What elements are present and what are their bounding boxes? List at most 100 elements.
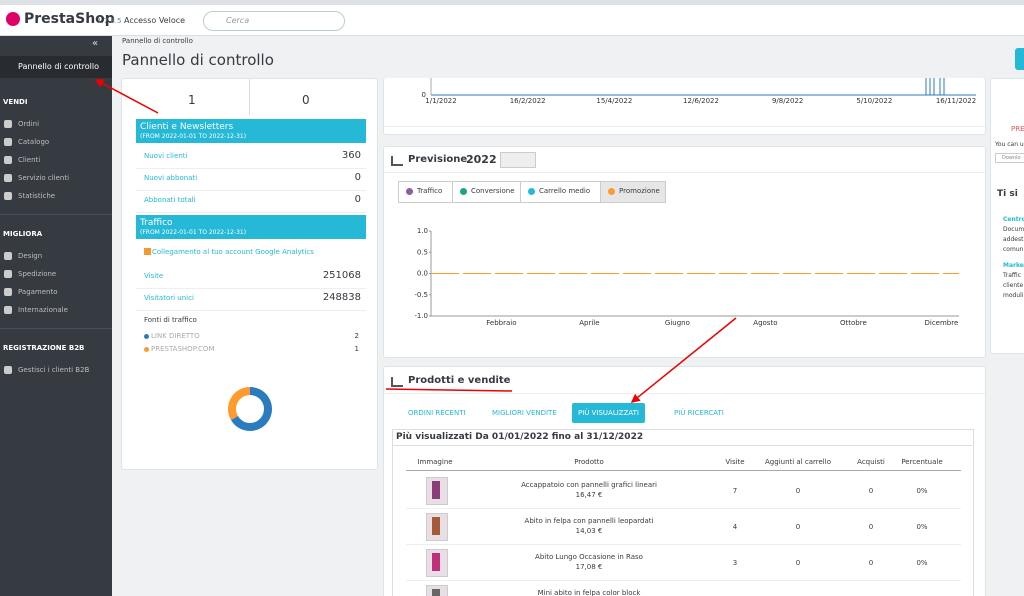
section-header (136, 119, 366, 143)
text: moduli (1003, 292, 1024, 299)
menu-item[interactable]: Ordini (18, 120, 40, 128)
separator (0, 214, 112, 215)
x-tick-label: 12/6/2022 (683, 97, 719, 105)
download-button[interactable]: Downlo (995, 153, 1024, 163)
menu-item[interactable]: Internazionale (18, 306, 68, 314)
quick-access[interactable]: Accesso Veloce (124, 16, 186, 25)
menu-label: Pannello di controllo (18, 62, 100, 71)
source-dot (144, 334, 149, 339)
forecast-tab[interactable]: Traffico (398, 181, 454, 203)
search-placeholder: Cerca (226, 16, 250, 25)
sources-title: Fonti di traffico (144, 316, 197, 324)
panel-footer (384, 126, 985, 135)
menu-icon (4, 156, 12, 164)
cell: 0 (795, 487, 801, 495)
logo[interactable]: PrestaShop (24, 11, 115, 27)
text: addest (1003, 236, 1024, 243)
panel-title: Prodotti e vendite (408, 375, 511, 386)
y-tick-label: 0 (422, 91, 426, 99)
x-tick-label: Giugno (665, 319, 690, 327)
text: Marke (1003, 262, 1024, 269)
section-subtitle: (FROM 2022-01-01 TO 2022-12-31) (140, 133, 247, 140)
forecast-panel: Previsione 2022 Traffico Conversione Carrell… (383, 146, 986, 358)
search-box[interactable]: Cerca (203, 11, 345, 31)
menu-icon (4, 120, 12, 128)
row-border (136, 168, 366, 169)
menu-item[interactable]: Servizio clienti (18, 174, 70, 182)
menu-item[interactable]: Gestisci i clienti B2B (18, 366, 90, 374)
tab-dot (406, 188, 413, 195)
source-name: LINK DIRETTO (151, 332, 200, 340)
text: comun (1003, 246, 1024, 253)
collapse[interactable]: « (92, 38, 99, 49)
menu-item[interactable]: Design (18, 252, 43, 260)
row-label[interactable]: Nuovi abbonati (144, 174, 198, 182)
tab-dot (608, 188, 615, 195)
sales-chart: 01/1/2022 16/2/2022 15/4/2022 12/6/2022 9/8/… (422, 78, 976, 105)
menu-item[interactable]: Catalogo (18, 138, 50, 146)
row-value: 0 (354, 172, 361, 183)
header: PrestaShop 1.7.8.5 Accesso Veloce Cerca (0, 5, 1024, 36)
tab-label: PIÙ RICERCATI (674, 409, 724, 417)
y-tick-label: 1.0 (417, 227, 428, 235)
x-tick-label: 5/10/2022 (856, 97, 892, 105)
row-label[interactable]: Nuovi clienti (144, 152, 188, 160)
forecast-tab[interactable]: Conversione (452, 181, 522, 203)
thumbnail-figure (432, 517, 440, 535)
x-tick-label: 1/1/2022 (425, 97, 456, 105)
row-label[interactable]: Visite (144, 272, 164, 280)
product-name: Abito in felpa con pannelli leopardati (524, 517, 654, 525)
menu-icon (4, 288, 12, 296)
tab-label: ORDINI RECENTI (408, 409, 466, 417)
row-border (136, 190, 366, 191)
chart-icon (391, 377, 403, 387)
product-tab[interactable]: PIÙ VISUALIZZATI (572, 403, 645, 423)
row-value: 360 (341, 150, 361, 161)
x-tick-label: Agosto (753, 319, 777, 327)
tab-label: PIÙ VISUALIZZATI (578, 409, 639, 417)
ga-link[interactable]: Collegamento al tuo account Google Analy… (152, 248, 314, 256)
row-label[interactable]: Abbonati totali (144, 196, 196, 204)
products-panel: Prodotti e vendite ORDINI RECENTI MIGLIORI… (383, 366, 986, 596)
row-label[interactable]: Visitatori unici (144, 294, 194, 302)
column-header: Visite (725, 458, 745, 466)
right-panel: PRE You can u Downlo Ti si Centro Docum addest… (990, 78, 1024, 354)
product-tab[interactable]: ORDINI RECENTI (402, 403, 472, 423)
text: You can u (995, 141, 1024, 148)
cell: 0% (916, 523, 928, 531)
breadcrumb: Pannello di controllo (122, 37, 193, 45)
menu-item[interactable]: Statistiche (18, 192, 56, 200)
y-tick-label: 0.0 (417, 270, 428, 278)
nav-buttons[interactable] (500, 152, 536, 168)
thumbnail-figure (432, 481, 440, 499)
thumbnail-figure (432, 553, 440, 571)
menu-icon (4, 252, 12, 260)
menu-icon (4, 138, 12, 146)
text: cliente (1003, 282, 1024, 289)
column-header: Immagine (417, 458, 453, 466)
section-title: MIGLIORA (3, 230, 43, 238)
forecast-tab[interactable]: Promozione (600, 181, 666, 203)
menu-icon (4, 174, 12, 182)
x-tick-label: Ottobre (840, 319, 867, 327)
sidebar: « Pannello di controllo VENDI Ordini Catal… (0, 36, 112, 596)
active-item[interactable]: Pannello di controllo (0, 56, 112, 78)
source-value: 1 (354, 345, 359, 353)
cell: 0 (868, 559, 874, 567)
divider (249, 79, 250, 115)
y-tick-label: -1.0 (414, 312, 428, 320)
product-tab[interactable]: PIÙ RICERCATI (668, 403, 730, 423)
forecast-tab[interactable]: Carrello medio (520, 181, 602, 203)
section-title: REGISTRAZIONE B2B (3, 344, 85, 352)
forecast-chart: 1.0 0.5 0.0 -0.5 -1.0 Febbraio Aprile Giugno Ago… (414, 227, 959, 327)
product-tab[interactable]: MIGLIORI VENDITE (486, 403, 563, 423)
source-value: 2 (354, 332, 359, 340)
menu-item[interactable]: Clienti (18, 156, 41, 164)
tab-label: MIGLIORI VENDITE (492, 409, 557, 417)
menu-item[interactable]: Spedizione (18, 270, 57, 278)
button[interactable] (1015, 48, 1024, 70)
version: 1.7.8.5 (97, 17, 122, 25)
source-dot (144, 347, 149, 352)
menu-item[interactable]: Pagamento (18, 288, 58, 296)
